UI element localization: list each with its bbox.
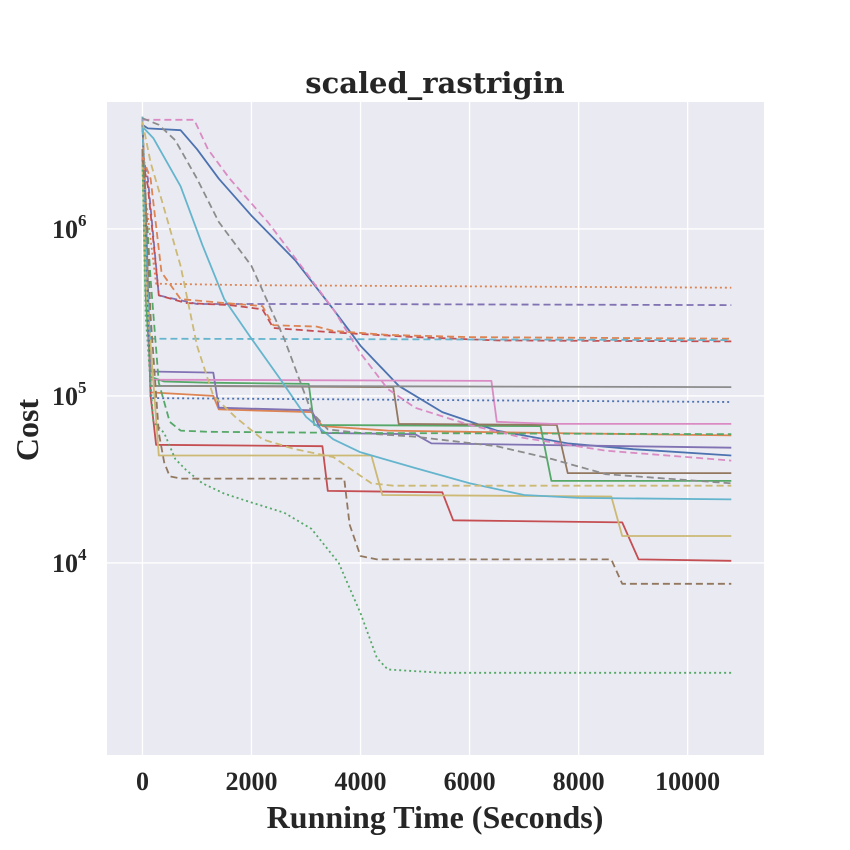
series-line [141,159,732,674]
y-axis-label: Cost [9,399,45,462]
y-tick-labels: 104 105 106 [52,211,87,578]
series-line [141,159,732,537]
x-tick-label: 6000 [444,767,496,796]
series-line [142,118,732,462]
series-line [142,117,732,485]
chart-title: scaled_rastrigin [305,66,565,100]
series-line [141,156,732,340]
grid [107,102,764,755]
y-tick-label: 105 [52,378,87,411]
x-tick-label: 10000 [655,767,720,796]
series-line [141,121,732,487]
x-tick-label: 2000 [225,767,277,796]
series-layer [141,116,732,674]
plot-background [107,102,764,755]
series-line [141,159,732,343]
series-line [141,118,732,289]
y-tick-label: 104 [52,545,87,578]
x-tick-label: 8000 [553,767,605,796]
x-tick-label: 4000 [335,767,387,796]
y-tick-label: 106 [52,211,87,244]
series-line [141,125,732,501]
series-line [141,149,732,585]
x-tick-labels: 0 2000 4000 6000 8000 10000 [136,767,720,796]
x-axis-label: Running Time (Seconds) [267,799,604,835]
x-tick-label: 0 [136,767,149,796]
